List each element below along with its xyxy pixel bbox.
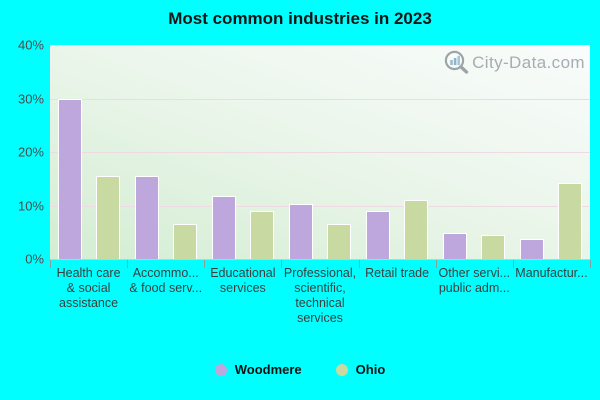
legend-swatch bbox=[214, 363, 227, 376]
bar-woodmere bbox=[366, 210, 391, 259]
bar-woodmere bbox=[288, 204, 313, 259]
x-category-label: Accommo... & food serv... bbox=[129, 266, 203, 295]
gridline-30 bbox=[50, 98, 590, 100]
bar-ohio bbox=[558, 182, 583, 259]
bar-group bbox=[359, 45, 436, 259]
chart-title: Most common industries in 2023 bbox=[168, 9, 432, 28]
x-category-label: Manufactur... bbox=[515, 266, 588, 280]
y-tick-label: 30% bbox=[17, 91, 44, 106]
bar-group bbox=[513, 45, 590, 259]
y-tick-label: 20% bbox=[17, 144, 44, 160]
x-axis-labels: Health care & social assistance Accommo..… bbox=[50, 266, 590, 326]
legend-label: Woodmere bbox=[234, 362, 302, 377]
x-axis-tick bbox=[281, 260, 283, 268]
x-category-label: Professional, scientific, technical serv… bbox=[283, 266, 357, 325]
x-axis-ticks bbox=[50, 260, 591, 268]
x-axis-tick bbox=[204, 260, 206, 268]
bar-group bbox=[436, 45, 513, 259]
bar-ohio bbox=[326, 224, 351, 259]
watermark-text: City-Data.com bbox=[472, 52, 585, 72]
gridline-10 bbox=[50, 205, 590, 207]
bar-ohio bbox=[249, 210, 274, 259]
legend-item-woodmere: Woodmere bbox=[214, 362, 302, 377]
bar-ohio bbox=[481, 234, 506, 259]
bar-group bbox=[50, 45, 127, 259]
legend-item-ohio: Ohio bbox=[335, 362, 386, 377]
x-category-label: Health care & social assistance bbox=[56, 266, 121, 310]
x-axis-tick bbox=[435, 260, 437, 268]
x-axis-tick bbox=[590, 260, 591, 268]
y-tick-label: 40% bbox=[17, 37, 44, 53]
bar-woodmere bbox=[443, 233, 468, 259]
x-category-label: Other servi... public adm... bbox=[438, 266, 511, 295]
x-axis-tick bbox=[512, 260, 514, 268]
y-tick-label: 10% bbox=[17, 198, 44, 213]
x-axis-tick bbox=[127, 260, 129, 268]
bar-group bbox=[127, 45, 204, 259]
y-tick-label: 0% bbox=[25, 251, 44, 267]
bar-ohio bbox=[172, 224, 197, 259]
y-axis: 40% 30% 20% 10% 0% bbox=[0, 38, 44, 267]
legend: Woodmere Ohio bbox=[0, 362, 600, 377]
gridline-20 bbox=[50, 152, 590, 153]
bar-woodmere bbox=[520, 238, 545, 259]
bar-groups bbox=[50, 45, 590, 259]
bar-woodmere bbox=[211, 195, 236, 259]
legend-swatch bbox=[335, 363, 348, 376]
watermark: City-Data.com bbox=[443, 49, 585, 76]
bar-group bbox=[204, 45, 281, 259]
x-category-label: Educational services bbox=[210, 266, 276, 295]
x-category-label: Retail trade bbox=[365, 266, 430, 280]
x-axis-tick bbox=[50, 260, 51, 268]
bar-ohio bbox=[95, 176, 120, 259]
bar-ohio bbox=[404, 200, 429, 259]
bar-group bbox=[281, 45, 358, 259]
x-axis-tick bbox=[358, 260, 360, 268]
legend-label: Ohio bbox=[355, 362, 386, 377]
magnifier-bar-chart-icon bbox=[444, 50, 469, 74]
bar-woodmere bbox=[134, 176, 159, 259]
plot-area: City-Data.com bbox=[50, 45, 590, 260]
bar-woodmere bbox=[57, 98, 82, 259]
